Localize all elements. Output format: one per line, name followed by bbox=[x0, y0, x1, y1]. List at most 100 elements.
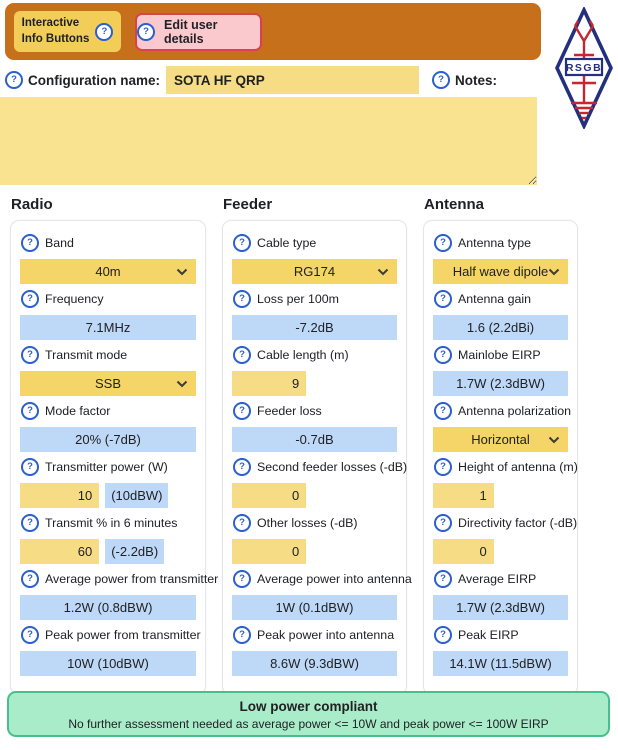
help-icon[interactable]: ? bbox=[21, 402, 39, 420]
field-control-row bbox=[232, 371, 397, 396]
field-control-row: (10dBW) bbox=[20, 483, 196, 508]
help-icon[interactable]: ? bbox=[233, 458, 251, 476]
cable-type-select[interactable]: RG174 bbox=[232, 259, 397, 284]
field-label-row: ? Transmitter power (W) bbox=[21, 458, 196, 476]
field-label: Band bbox=[45, 236, 74, 250]
peak-power-from-transmitter-value: 10W (10dBW) bbox=[20, 651, 196, 676]
select-value: SSB bbox=[94, 376, 121, 391]
field-label: Feeder loss bbox=[257, 404, 322, 418]
field-peak-power-into-antenna: ? Peak power into antenna 8.6W (9.3dBW) bbox=[232, 626, 397, 676]
help-icon[interactable]: ? bbox=[137, 23, 155, 41]
configuration-name-input[interactable] bbox=[166, 66, 419, 94]
field-height-of-antenna-m: ? Height of antenna (m) bbox=[433, 458, 578, 508]
field-label-row: ? Peak power from transmitter bbox=[21, 626, 201, 644]
help-icon[interactable]: ? bbox=[21, 570, 39, 588]
column-title-feeder: Feeder bbox=[223, 196, 273, 213]
help-icon[interactable]: ? bbox=[434, 346, 452, 364]
field-label: Directivity factor (-dB) bbox=[458, 516, 578, 530]
antenna-type-select[interactable]: Half wave dipole bbox=[433, 259, 568, 284]
help-icon[interactable]: ? bbox=[233, 626, 251, 644]
field-label-row: ? Transmit mode bbox=[21, 346, 196, 364]
field-label: Antenna type bbox=[458, 236, 532, 250]
help-icon[interactable]: ? bbox=[5, 71, 23, 89]
help-icon[interactable]: ? bbox=[434, 626, 452, 644]
field-label-row: ? Mode factor bbox=[21, 402, 196, 420]
antenna-gain-value: 1.6 (2.2dBi) bbox=[433, 315, 568, 340]
cable-length-m-input[interactable] bbox=[232, 371, 307, 396]
help-icon[interactable]: ? bbox=[233, 234, 251, 252]
field-antenna-polarization: ? Antenna polarization Horizontal bbox=[433, 402, 571, 452]
help-icon[interactable]: ? bbox=[21, 626, 39, 644]
edit-user-details-button[interactable]: ? Edit user details bbox=[135, 13, 262, 51]
height-of-antenna-m-input[interactable] bbox=[433, 483, 494, 508]
field-label: Loss per 100m bbox=[257, 292, 339, 306]
average-power-into-antenna-value: 1W (0.1dBW) bbox=[232, 595, 397, 620]
help-icon[interactable]: ? bbox=[434, 234, 452, 252]
help-icon[interactable]: ? bbox=[434, 290, 452, 308]
peak-eirp-value: 14.1W (11.5dBW) bbox=[433, 651, 568, 676]
help-icon[interactable]: ? bbox=[21, 346, 39, 364]
help-icon[interactable]: ? bbox=[21, 234, 39, 252]
field-transmit-mode: ? Transmit mode SSB bbox=[20, 346, 196, 396]
header-bar: Interactive Info Buttons ? ? Edit user d… bbox=[5, 3, 541, 60]
field-label-row: ? Loss per 100m bbox=[233, 290, 397, 308]
notes-textarea[interactable] bbox=[0, 97, 537, 185]
edit-user-details-label: Edit user details bbox=[164, 18, 218, 46]
help-icon[interactable]: ? bbox=[21, 514, 39, 532]
field-label: Antenna polarization bbox=[458, 404, 571, 418]
help-icon[interactable]: ? bbox=[233, 514, 251, 532]
field-label-row: ? Antenna type bbox=[434, 234, 568, 252]
select-value: Half wave dipole bbox=[452, 264, 549, 279]
field-control-row bbox=[433, 539, 568, 564]
field-label: Peak power from transmitter bbox=[45, 628, 201, 642]
field-label-row: ? Average power into antenna bbox=[233, 570, 412, 588]
field-label: Transmit mode bbox=[45, 348, 128, 362]
help-icon[interactable]: ? bbox=[233, 402, 251, 420]
select-value: Horizontal bbox=[471, 432, 530, 447]
field-label-row: ? Directivity factor (-dB) bbox=[434, 514, 577, 532]
transmit-in-6-minutes-input[interactable] bbox=[20, 539, 100, 564]
directivity-factor-db-input[interactable] bbox=[433, 539, 494, 564]
chevron-down-icon bbox=[548, 268, 560, 276]
antenna-polarization-select[interactable]: Horizontal bbox=[433, 427, 568, 452]
help-icon[interactable]: ? bbox=[21, 458, 39, 476]
second-feeder-losses-db-input[interactable] bbox=[232, 483, 307, 508]
transmit-mode-select[interactable]: SSB bbox=[20, 371, 196, 396]
help-icon[interactable]: ? bbox=[434, 402, 452, 420]
help-icon[interactable]: ? bbox=[233, 346, 251, 364]
field-feeder-loss: ? Feeder loss -0.7dB bbox=[232, 402, 397, 452]
average-power-from-transmitter-value: 1.2W (0.8dBW) bbox=[20, 595, 196, 620]
field-label-row: ? Height of antenna (m) bbox=[434, 458, 578, 476]
help-icon[interactable]: ? bbox=[95, 22, 114, 41]
interactive-info-buttons-button[interactable]: Interactive Info Buttons ? bbox=[14, 11, 121, 52]
column-title-radio: Radio bbox=[11, 196, 53, 213]
field-label-row: ? Average power from transmitter bbox=[21, 570, 218, 588]
notes-label: Notes: bbox=[455, 72, 498, 88]
field-label: Peak EIRP bbox=[458, 628, 519, 642]
help-icon[interactable]: ? bbox=[434, 514, 452, 532]
help-icon[interactable]: ? bbox=[21, 290, 39, 308]
other-losses-db-input[interactable] bbox=[232, 539, 307, 564]
field-control-row bbox=[232, 483, 397, 508]
help-icon[interactable]: ? bbox=[432, 71, 450, 89]
chevron-down-icon bbox=[377, 268, 389, 276]
help-icon[interactable]: ? bbox=[434, 458, 452, 476]
help-icon[interactable]: ? bbox=[233, 570, 251, 588]
band-select[interactable]: 40m bbox=[20, 259, 196, 284]
field-label: Cable type bbox=[257, 236, 317, 250]
field-band: ? Band 40m bbox=[20, 234, 196, 284]
field-control-row: 1.7W (2.3dBW) bbox=[433, 595, 568, 620]
field-label: Cable length (m) bbox=[257, 348, 349, 362]
help-icon[interactable]: ? bbox=[434, 570, 452, 588]
field-label-row: ? Cable type bbox=[233, 234, 397, 252]
select-value: RG174 bbox=[293, 264, 336, 279]
transmit-in-6-minutes-badge: (-2.2dB) bbox=[105, 539, 165, 564]
field-label-row: ? Frequency bbox=[21, 290, 196, 308]
help-icon[interactable]: ? bbox=[233, 290, 251, 308]
configuration-row: ? Configuration name: ? Notes: bbox=[5, 66, 497, 94]
field-control-row: 14.1W (11.5dBW) bbox=[433, 651, 568, 676]
rsgb-logo-text: RSGB bbox=[566, 62, 602, 74]
card-feeder: ? Cable type RG174? Loss per 100m -7.2dB? Cab… bbox=[222, 220, 412, 695]
field-control-row: SSB bbox=[20, 371, 196, 396]
transmitter-power-w-input[interactable] bbox=[20, 483, 100, 508]
